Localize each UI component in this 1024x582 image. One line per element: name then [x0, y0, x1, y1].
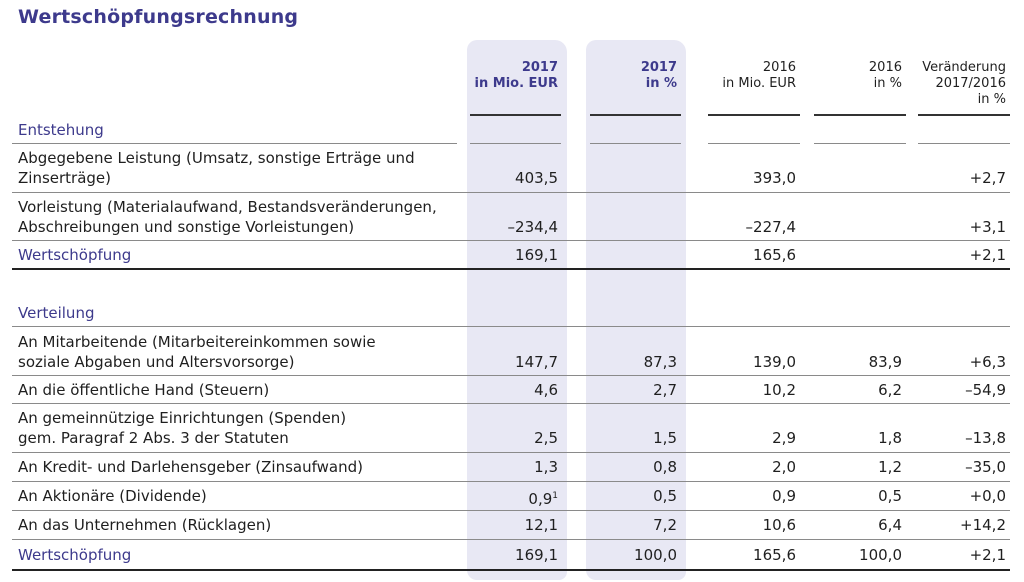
cell-2016-eur: 2,9 [772, 429, 796, 447]
cell-rule [814, 143, 906, 144]
section-heading-verteilung: Verteilung [18, 304, 95, 322]
header-rule [814, 114, 906, 116]
row-label: Abgegebene Leistung (Umsatz, sonstige Er… [18, 149, 415, 187]
column-header-change: Veränderung 2017/2016 in % [922, 60, 1006, 107]
cell-rule [590, 143, 681, 144]
cell-2016-eur: 10,6 [762, 516, 796, 534]
cell-change: +2,1 [969, 246, 1006, 264]
row-divider [12, 240, 1010, 241]
cell-2017-eur: 4,6 [534, 381, 558, 399]
cell-2017-pct: 87,3 [643, 353, 677, 371]
cell-2016-eur: 393,0 [753, 169, 796, 187]
cell-2016-eur: 2,0 [772, 458, 796, 476]
column-header-2017-pct: 2017 in % [640, 60, 677, 91]
row-label: An das Unternehmen (Rücklagen) [18, 516, 272, 534]
cell-change: +6,3 [969, 353, 1006, 371]
row-label: An Aktionäre (Dividende) [18, 487, 207, 505]
cell-2016-eur: 0,9 [772, 487, 796, 505]
cell-2017-pct: 2,7 [653, 381, 677, 399]
cell-rule [470, 143, 561, 144]
cell-change: +14,2 [960, 516, 1006, 534]
header-rule [470, 114, 561, 116]
cell-2017-eur: 2,5 [534, 429, 558, 447]
cell-2017-eur: 1,3 [534, 458, 558, 476]
cell-2017-eur: 147,7 [515, 353, 558, 371]
cell-2016-eur: 139,0 [753, 353, 796, 371]
row-label: An gemeinnützige Einrichtungen (Spenden)… [18, 409, 347, 447]
cell-change: –35,0 [965, 458, 1006, 476]
row-label: Vorleistung (Materialaufwand, Bestandsve… [18, 198, 437, 236]
cell-2017-pct: 0,8 [653, 458, 677, 476]
column-highlight-2017-eur [467, 40, 567, 580]
row-label: An Mitarbeitende (Mitarbeitereinkommen s… [18, 333, 376, 371]
column-header-2016-eur: 2016 in Mio. EUR [722, 60, 796, 91]
row-divider [12, 510, 1010, 511]
row-divider [12, 192, 1010, 193]
section-heading-entstehung: Entstehung [18, 121, 104, 139]
header-rule [708, 114, 800, 116]
column-highlight-2017-pct [586, 40, 686, 580]
row-label: An die öffentliche Hand (Steuern) [18, 381, 270, 399]
footnote-marker: 1 [552, 491, 558, 501]
total-rule [12, 268, 1010, 270]
cell-2017-eur: 169,1 [515, 546, 558, 564]
cell-change: –13,8 [965, 429, 1006, 447]
page-title: Wertschöpfungsrechnung [18, 6, 299, 28]
cell-change: +3,1 [969, 218, 1006, 236]
cell-2017-eur: 12,1 [524, 516, 558, 534]
column-header-2016-pct: 2016 in % [868, 60, 902, 91]
row-divider [12, 452, 1010, 453]
cell-2017-eur: 403,5 [515, 169, 558, 187]
cell-2017-pct: 1,5 [653, 429, 677, 447]
cell-2016-pct: 1,2 [878, 458, 902, 476]
cell-2016-eur: 165,6 [753, 546, 796, 564]
cell-2016-pct: 6,4 [878, 516, 902, 534]
cell-2017-eur: 169,1 [515, 246, 558, 264]
cell-2016-eur: 165,6 [753, 246, 796, 264]
row-label: An Kredit- und Darlehensgeber (Zinsaufwa… [18, 458, 363, 476]
row-label-total: Wertschöpfung [18, 546, 132, 564]
cell-rule [918, 143, 1010, 144]
column-header-2017-eur: 2017 in Mio. EUR [474, 60, 558, 91]
cell-2017-eur: 0,91 [528, 490, 558, 508]
header-rule [590, 114, 681, 116]
total-rule [12, 569, 1010, 571]
cell-2017-eur: –234,4 [507, 218, 558, 236]
cell-change: +0,0 [969, 487, 1006, 505]
cell-2016-pct: 0,5 [878, 487, 902, 505]
cell-2017-pct: 100,0 [634, 546, 677, 564]
row-divider [12, 403, 1010, 404]
row-divider [12, 481, 1010, 482]
cell-change: +2,7 [969, 169, 1006, 187]
cell-change: –54,9 [965, 381, 1006, 399]
cell-2016-pct: 1,8 [878, 429, 902, 447]
cell-2017-pct: 7,2 [653, 516, 677, 534]
row-divider [12, 143, 457, 144]
header-rule [918, 114, 1010, 116]
cell-rule [708, 143, 800, 144]
cell-2016-pct: 100,0 [859, 546, 902, 564]
row-divider [12, 375, 1010, 376]
cell-change: +2,1 [969, 546, 1006, 564]
row-label-total: Wertschöpfung [18, 246, 132, 264]
row-divider [12, 539, 1010, 540]
cell-2016-pct: 6,2 [878, 381, 902, 399]
row-divider [12, 326, 1010, 327]
cell-2016-pct: 83,9 [868, 353, 902, 371]
cell-2016-eur: –227,4 [745, 218, 796, 236]
cell-2017-pct: 0,5 [653, 487, 677, 505]
cell-2016-eur: 10,2 [762, 381, 796, 399]
